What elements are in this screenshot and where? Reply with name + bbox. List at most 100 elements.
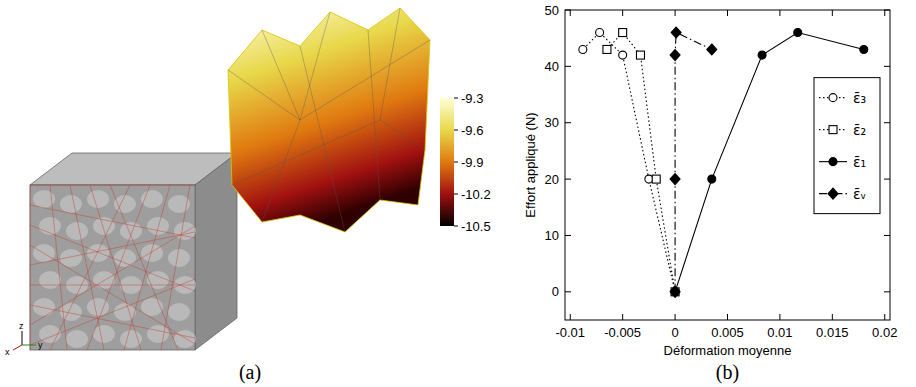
data-point (670, 50, 680, 61)
triad-label: y (38, 340, 43, 350)
data-point (671, 27, 681, 38)
colorbar-tick (454, 130, 458, 131)
triad-axis (13, 345, 22, 350)
grain (39, 271, 61, 289)
grain (87, 190, 109, 208)
y-tick-label: 10 (545, 228, 559, 243)
grain (168, 249, 190, 267)
y-tick (565, 66, 571, 67)
grain (120, 222, 142, 240)
mesh-edge (380, 8, 400, 120)
figure: -9.3-9.6-9.9-10.2-10.5zxy(a)-0.01-0.0050… (0, 0, 916, 387)
x-axis-title: Déformation moyenne (664, 343, 792, 358)
mesh-line (30, 226, 195, 325)
mesh-edge (300, 12, 330, 120)
mesh-edge (300, 40, 430, 120)
legend-label: ε̄₁ (853, 154, 866, 170)
y-tick-label: 50 (545, 3, 559, 18)
x-tick (675, 10, 676, 16)
x-tick (622, 314, 623, 320)
y-tick-label: 30 (545, 115, 559, 130)
grain (60, 195, 82, 213)
mesh-edge (262, 120, 300, 222)
series-line (583, 33, 675, 292)
x-tick (884, 314, 885, 320)
grain (33, 298, 55, 316)
triad-axis (22, 331, 23, 345)
x-tick (884, 10, 885, 16)
x-tick (832, 314, 833, 320)
mesh-line (30, 279, 195, 345)
series-line (675, 33, 712, 292)
data-point (636, 51, 644, 59)
grain (93, 271, 115, 289)
grain (174, 330, 196, 348)
mesh-line (50, 185, 130, 350)
data-point (794, 29, 802, 37)
grain (147, 325, 169, 343)
panel-label: (b) (716, 361, 739, 384)
x-tick-label: -0.01 (555, 325, 585, 340)
x-tick (779, 10, 780, 16)
plot-frame (565, 10, 890, 320)
grain (60, 249, 82, 267)
y-tick (884, 179, 890, 180)
mesh-edge (380, 120, 425, 150)
y-tick (884, 235, 890, 236)
colorbar-tick (454, 162, 458, 163)
y-tick (565, 122, 571, 123)
data-point (860, 45, 868, 53)
mesh-line (87, 185, 150, 350)
mesh-line (30, 185, 31, 350)
grain (141, 244, 163, 262)
x-tick (779, 314, 780, 320)
series-line (675, 33, 864, 292)
y-tick-label: 0 (552, 284, 559, 299)
data-point (758, 51, 766, 59)
mesh-line (90, 185, 141, 350)
x-tick-label: 0.01 (767, 325, 792, 340)
legend-marker (829, 158, 837, 166)
x-tick (570, 314, 571, 320)
colorbar-tick (454, 226, 458, 227)
panel-b: -0.01-0.00500.0050.010.0150.020102030405… (523, 3, 897, 385)
triad-axis (22, 345, 36, 346)
legend-label: ε̄₃ (853, 90, 866, 106)
y-tick (884, 66, 890, 67)
grain (168, 303, 190, 321)
grain (93, 325, 115, 343)
mesh-line (161, 185, 190, 350)
colorbar-label: -10.2 (461, 187, 491, 202)
y-axis-title: Effort appliqué (N) (523, 112, 538, 217)
legend-label: ε̄ᵥ (853, 186, 866, 202)
grain (114, 195, 136, 213)
colorbar-label: -9.3 (461, 91, 483, 106)
x-tick (727, 314, 728, 320)
legend-marker (829, 94, 837, 102)
x-tick-label: 0.015 (816, 325, 849, 340)
x-tick-label: -0.005 (604, 325, 641, 340)
y-tick (565, 291, 571, 292)
x-tick-label: 0 (671, 325, 678, 340)
colorbar-label: -10.5 (461, 219, 491, 234)
cube-side (195, 153, 237, 350)
x-tick-label: 0.02 (872, 325, 897, 340)
data-point (670, 174, 680, 185)
grain (120, 330, 142, 348)
colorbar-tick (454, 98, 458, 99)
mesh-line (70, 185, 104, 350)
legend-marker (829, 126, 837, 134)
data-point (670, 286, 680, 297)
colorbar-label: -9.6 (461, 123, 483, 138)
y-tick-label: 40 (545, 59, 559, 74)
panel-a: -9.3-9.6-9.9-10.2-10.5zxy(a) (5, 8, 491, 384)
grain (114, 249, 136, 267)
mesh-edge (368, 30, 380, 200)
colorbar (440, 98, 454, 226)
cube-front (30, 185, 195, 350)
data-point (619, 51, 627, 59)
y-tick (565, 235, 571, 236)
mesh-line (124, 185, 170, 350)
grain (66, 330, 88, 348)
mesh-edge (232, 120, 380, 185)
